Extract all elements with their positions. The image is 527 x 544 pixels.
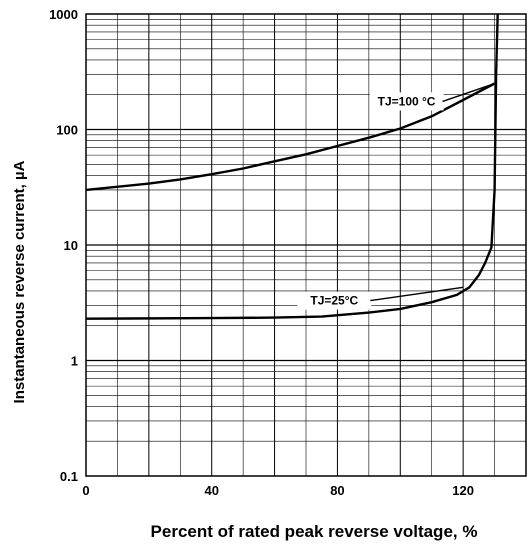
annotation-bg — [297, 291, 372, 310]
y-tick-label: 100 — [56, 123, 78, 138]
x-tick-label: 120 — [452, 483, 474, 498]
minor-gridlines — [86, 14, 526, 476]
x-axis-title: Percent of rated peak reverse voltage, % — [151, 522, 478, 541]
annotation-label-1: TJ=100 °C — [378, 94, 436, 108]
y-tick-label: 10 — [64, 238, 78, 253]
series-line-1 — [85, 82, 496, 192]
x-tick-label: 40 — [204, 483, 218, 498]
y-tick-label: 0.1 — [60, 469, 78, 484]
annotation-leader — [370, 286, 464, 302]
y-axis-title: Instantaneous reverse current, µA — [11, 160, 28, 403]
series-line-2 — [85, 13, 499, 320]
major-gridlines — [86, 14, 526, 476]
y-tick-label: 1000 — [49, 7, 78, 22]
plot-frame — [85, 13, 527, 477]
annotation-bg — [369, 92, 444, 111]
series-layer — [85, 13, 499, 320]
annotation-layer: TJ=100 °C TJ=25°C — [297, 82, 495, 310]
x-tick-label: 0 — [82, 483, 89, 498]
annotation-label-2: TJ=25°C — [310, 294, 358, 308]
x-tick-label: 80 — [330, 483, 344, 498]
x-tick-labels: 0 40 80 120 — [82, 483, 474, 498]
y-tick-labels: 0.1 1 10 100 1000 — [49, 7, 78, 484]
annotation-leader — [442, 82, 495, 103]
y-tick-label: 1 — [71, 354, 78, 369]
